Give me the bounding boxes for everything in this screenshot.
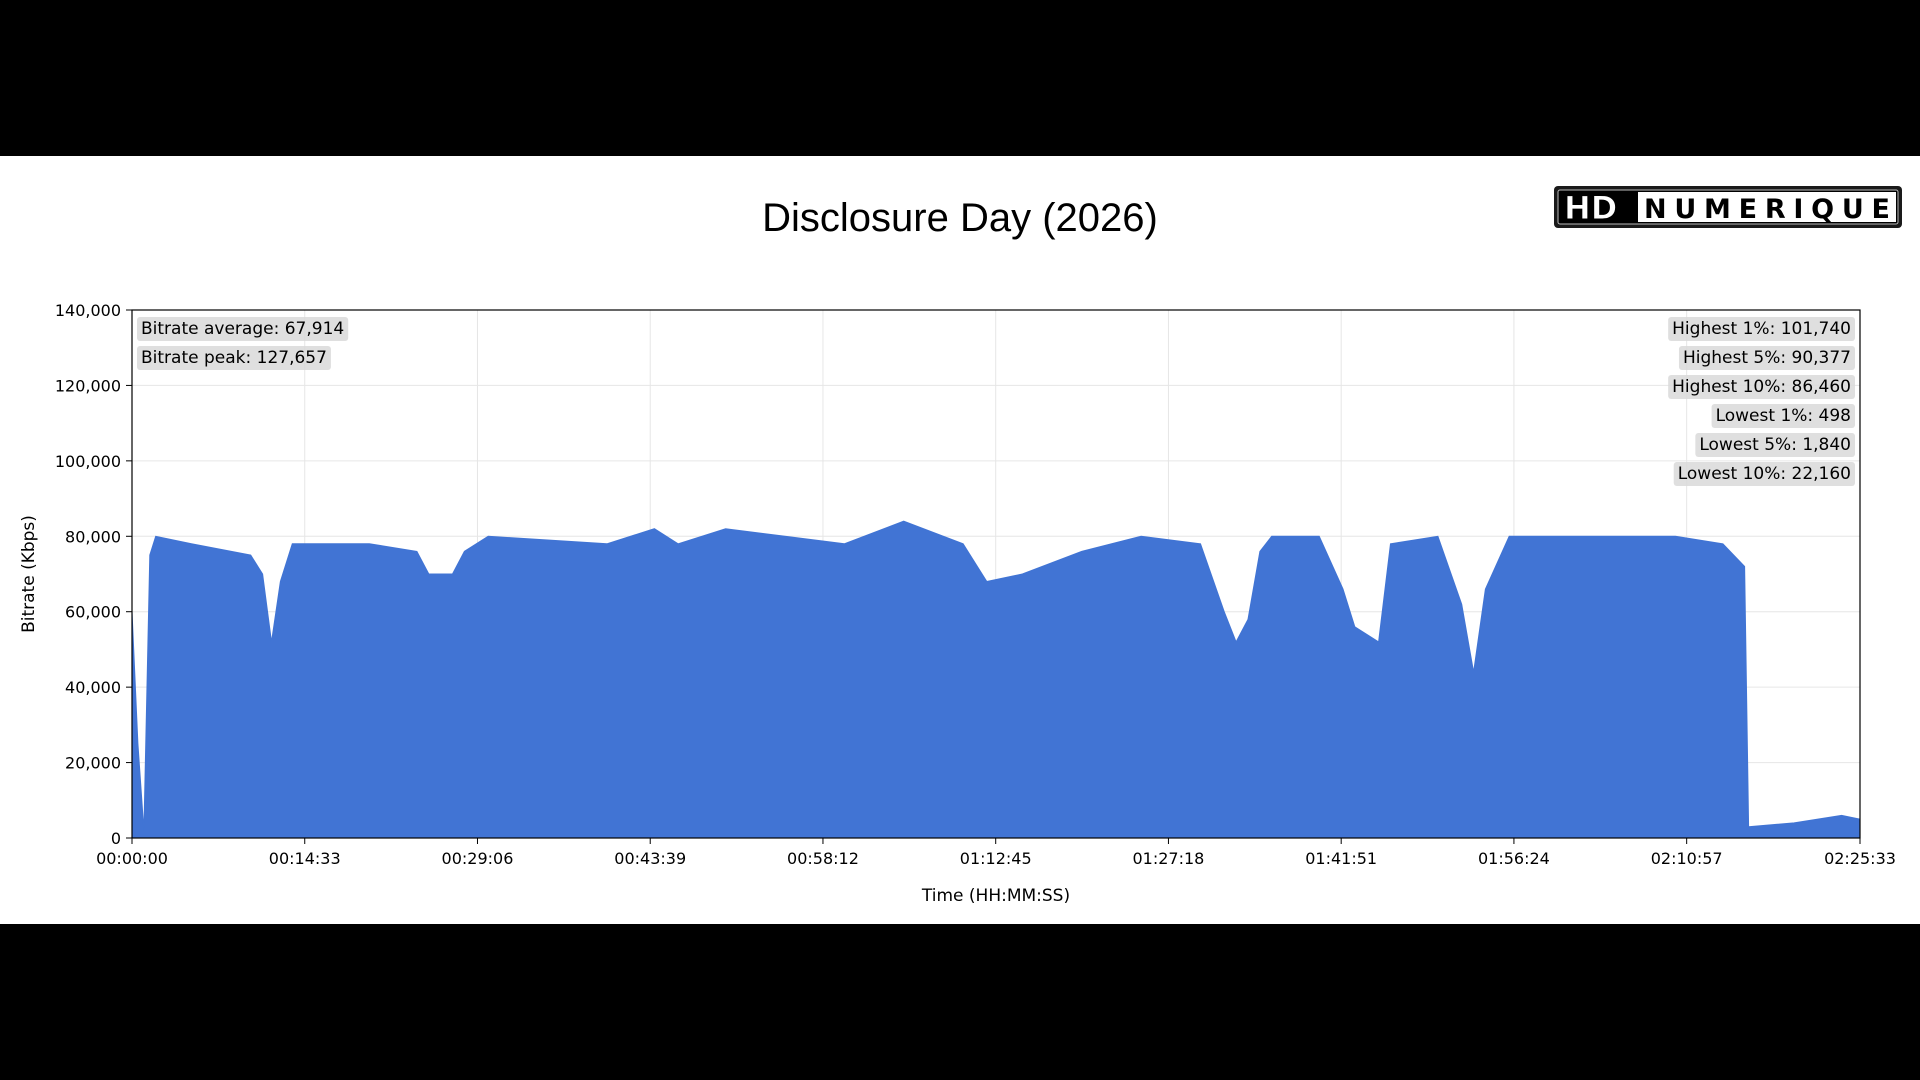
x-tick-label: 00:00:00	[96, 849, 168, 868]
x-tick-label: 01:12:45	[960, 849, 1032, 868]
x-tick-label: 00:58:12	[787, 849, 859, 868]
stat-box: Bitrate average: 67,914	[137, 317, 349, 341]
x-tick-label: 00:29:06	[442, 849, 514, 868]
logo-brand-text: NUMERIQUE	[1644, 194, 1890, 225]
x-tick-label: 01:27:18	[1133, 849, 1205, 868]
x-tick-label: 02:25:33	[1824, 849, 1896, 868]
stats-right: Highest 1%: 101,740 Highest 5%: 90,377 Hig…	[1668, 317, 1855, 486]
stat-box: Lowest 1%: 498	[1711, 404, 1855, 428]
y-tick-label: 100,000	[55, 452, 121, 471]
x-axis-ticks: 00:00:00 00:14:33 00:29:06 00:43:39 00:58:12…	[96, 838, 1896, 868]
stat-text: Highest 5%: 90,377	[1683, 348, 1851, 368]
bitrate-area	[131, 520, 1861, 839]
x-tick-label: 00:14:33	[269, 849, 341, 868]
x-tick-label: 01:56:24	[1478, 849, 1550, 868]
logo-hd-text: HD	[1564, 189, 1617, 227]
y-tick-label: 20,000	[65, 754, 121, 773]
stat-text: Lowest 1%: 498	[1716, 406, 1851, 426]
stat-text: Bitrate average: 67,914	[141, 319, 344, 339]
stat-text: Highest 1%: 101,740	[1672, 319, 1851, 339]
x-axis-label: Time (HH:MM:SS)	[921, 886, 1070, 906]
stat-box: Highest 10%: 86,460	[1668, 375, 1855, 399]
y-axis-ticks: 0 20,000 40,000 60,000 80,000 100,000 120,000 1…	[55, 301, 132, 848]
y-tick-label: 40,000	[65, 678, 121, 697]
bitrate-series	[131, 520, 1861, 839]
y-tick-label: 120,000	[55, 376, 121, 395]
bitrate-chart: 0 20,000 40,000 60,000 80,000 100,000 120,000 1…	[19, 301, 1896, 906]
chart-panel: Disclosure Day (2026) HD NUMERIQUE 0 20,0…	[0, 156, 1920, 924]
x-tick-label: 01:41:51	[1305, 849, 1377, 868]
y-tick-label: 140,000	[55, 301, 121, 320]
y-tick-label: 0	[111, 829, 121, 848]
stat-text: Bitrate peak: 127,657	[141, 348, 327, 368]
stat-box: Highest 1%: 101,740	[1668, 317, 1855, 341]
y-tick-label: 60,000	[65, 603, 121, 622]
y-tick-label: 80,000	[65, 527, 121, 546]
hd-numerique-logo: HD NUMERIQUE	[1554, 186, 1902, 228]
y-axis-label: Bitrate (Kbps)	[19, 515, 39, 633]
x-tick-label: 02:10:57	[1651, 849, 1723, 868]
stat-text: Lowest 5%: 1,840	[1699, 435, 1851, 455]
stat-text: Lowest 10%: 22,160	[1678, 464, 1851, 484]
chart-title: Disclosure Day (2026)	[762, 196, 1158, 240]
stat-box: Lowest 10%: 22,160	[1673, 462, 1855, 486]
stat-box: Highest 5%: 90,377	[1678, 346, 1855, 370]
stat-text: Highest 10%: 86,460	[1672, 377, 1851, 397]
stat-box: Bitrate peak: 127,657	[137, 346, 331, 370]
stats-left: Bitrate average: 67,914 Bitrate peak: 127…	[137, 317, 349, 370]
x-tick-label: 00:43:39	[614, 849, 686, 868]
stat-box: Lowest 5%: 1,840	[1695, 433, 1855, 457]
